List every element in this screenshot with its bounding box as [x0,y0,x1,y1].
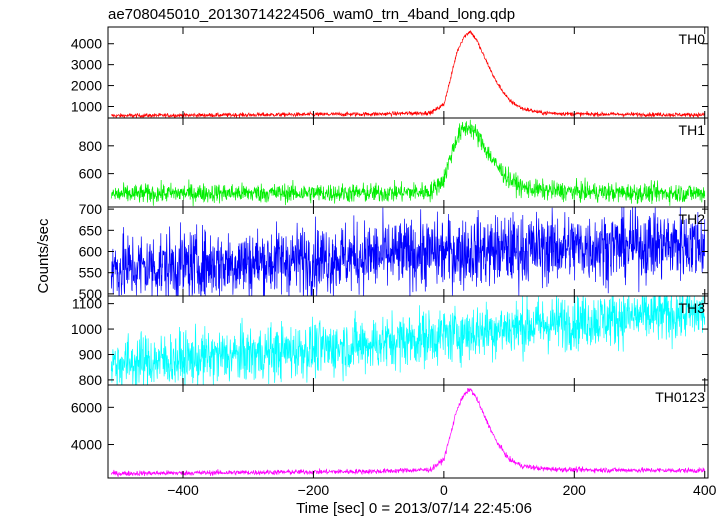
y-tick-label: 1100 [72,296,102,312]
panel-frame [107,384,709,479]
series-line-th3 [110,296,706,385]
panel-label-th1: TH1 [679,122,706,138]
y-tick-label: 4000 [71,437,102,453]
y-tick-label: 4000 [71,36,102,52]
panel-th0123: 4000 6000 TH0123 [71,384,709,479]
y-tick-label: 1000 [71,98,102,114]
panel-frame [107,26,709,119]
y-axis-label: Counts/sec [35,218,52,294]
x-tick-label: 200 [563,482,587,498]
y-tick-label: 900 [79,346,103,362]
y-tick-label: 2000 [71,78,102,94]
y-tick-label: 1000 [71,321,102,337]
y-tick-label: 6000 [71,399,102,415]
chart-title: ae708045010_20130714224506_wam0_trn_4ban… [108,6,515,23]
y-tick-label: 700 [79,201,103,217]
panel-label-th0123: TH0123 [655,389,705,405]
y-tick-label: 800 [79,372,103,388]
panel-th2: 500 550 600 650 700 TH2 [79,201,709,302]
series-line-th0 [111,29,706,118]
x-tick-label: −200 [298,482,330,498]
y-tick-label: 600 [79,166,103,182]
x-tick-label: 400 [693,482,717,498]
panel-th1: 600 800 TH1 [79,117,709,208]
series-line-th1 [110,119,706,207]
panel-label-th0: TH0 [679,31,706,47]
x-axis-label: Time [sec] 0 = 2013/07/14 22:45:06 [296,500,532,516]
panel-th0: 1000 2000 3000 4000 TH0 [71,26,709,119]
panel-label-th3: TH3 [679,300,706,316]
y-tick-label: 500 [79,286,103,302]
x-tick-label: −400 [167,482,199,498]
panel-th3: 800 900 1000 1100 TH3 [71,295,709,388]
series-line-th2 [110,207,706,296]
y-tick-label: 3000 [71,57,102,73]
panel-label-th2: TH2 [679,211,706,227]
y-tick-label: 800 [79,138,103,154]
y-tick-label: 650 [79,222,103,238]
y-tick-label: 550 [79,265,103,281]
x-tick-label: 0 [440,482,448,498]
y-tick-label: 600 [79,244,103,260]
series-line-th0123 [110,387,706,477]
